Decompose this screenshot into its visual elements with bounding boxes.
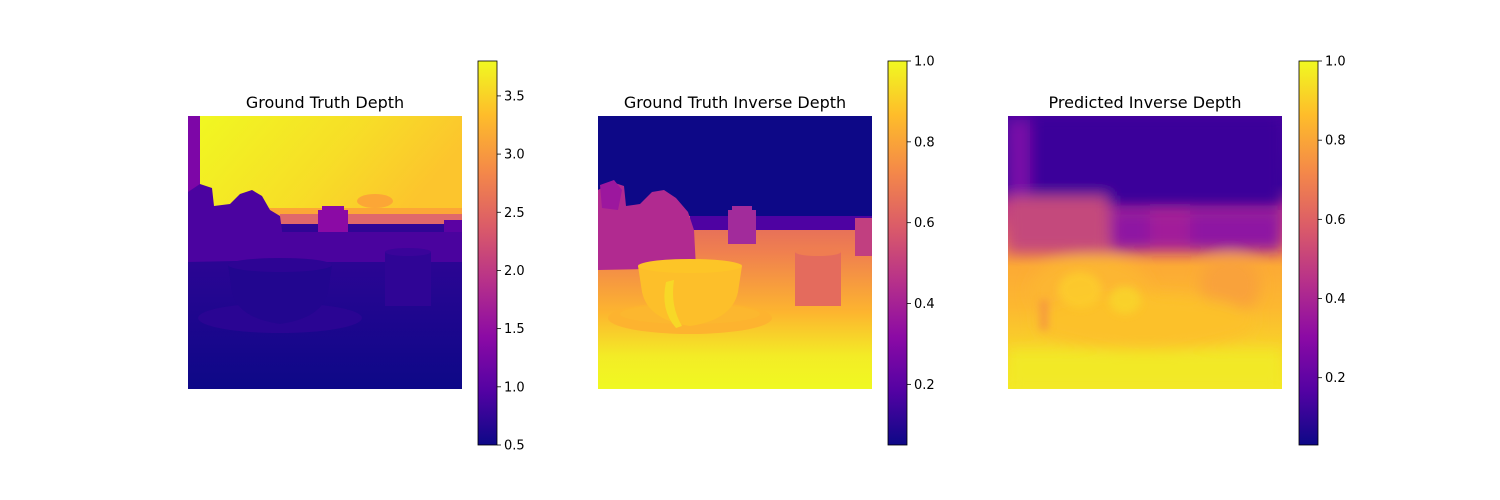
panel-ground-truth-depth: Ground Truth Depth <box>188 60 525 454</box>
colorbar-1-tick-label: 1.5 <box>504 322 525 337</box>
colorbar-1-tick-label: 1.0 <box>504 380 525 395</box>
colorbar-1-tick-label: 2.5 <box>504 206 525 221</box>
colorbar-3-tick-label: 0.4 <box>1325 292 1346 307</box>
colorbar-2: 0.2 0.4 0.6 0.8 1.0 <box>887 55 935 446</box>
colorbar-3-tick-label: 0.2 <box>1325 371 1346 386</box>
colorbar-1: 0.5 1.0 1.5 2.0 2.5 3.0 3.5 <box>477 60 525 454</box>
panel-1-title: Ground Truth Depth <box>246 93 404 112</box>
colorbar-1-tick-label: 2.0 <box>504 264 525 279</box>
colorbar-3-tick-label: 0.6 <box>1325 213 1346 228</box>
depth-image-1 <box>188 116 462 389</box>
colorbar-2-tick-label: 0.8 <box>914 135 935 150</box>
colorbar-2-tick-label: 1.0 <box>914 55 935 70</box>
depth-image-2 <box>598 116 872 389</box>
colorbar-1-gradient <box>477 60 498 446</box>
colorbar-1-tick-label: 3.5 <box>504 89 525 104</box>
colorbar-2-tick-label: 0.6 <box>914 216 935 231</box>
colorbar-3-tick-label: 1.0 <box>1325 55 1346 70</box>
colorbar-2-tick-label: 0.4 <box>914 297 935 312</box>
colorbar-3: 0.2 0.4 0.6 0.8 1.0 <box>1298 55 1346 446</box>
panel-2-title: Ground Truth Inverse Depth <box>624 93 846 112</box>
colorbar-2-tick-label: 0.2 <box>914 378 935 393</box>
depth-image-3 <box>1008 116 1282 389</box>
colorbar-1-ticks: 0.5 1.0 1.5 2.0 2.5 3.0 3.5 <box>497 89 525 454</box>
panel-predicted-inverse-depth: Predicted Inverse Depth <box>1008 55 1346 446</box>
panel-3-title: Predicted Inverse Depth <box>1049 93 1242 112</box>
colorbar-1-tick-label: 0.5 <box>504 439 525 454</box>
panel-ground-truth-inverse-depth: Ground Truth Inverse Depth <box>598 55 935 446</box>
colorbar-3-gradient <box>1298 60 1319 446</box>
colorbar-1-tick-label: 3.0 <box>504 148 525 163</box>
colorbar-3-ticks: 0.2 0.4 0.6 0.8 1.0 <box>1318 55 1346 386</box>
colorbar-2-gradient <box>887 60 908 446</box>
colorbar-2-ticks: 0.2 0.4 0.6 0.8 1.0 <box>907 55 935 393</box>
colorbar-3-tick-label: 0.8 <box>1325 134 1346 149</box>
